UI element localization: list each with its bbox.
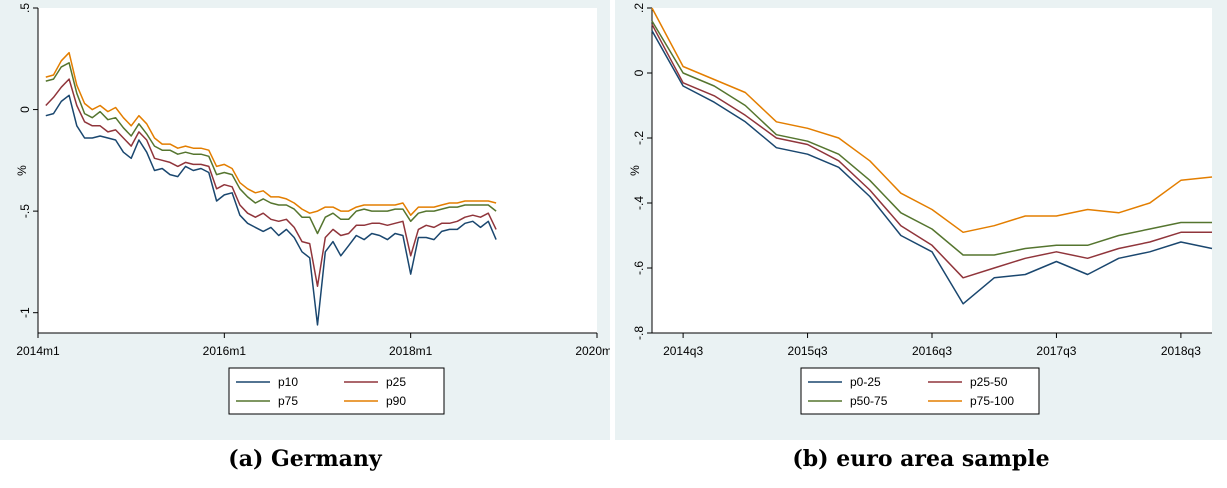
series-line-p50-75 <box>651 20 1212 256</box>
y-axis-label: % <box>628 165 642 176</box>
y-tick-label: -.5 <box>18 204 32 218</box>
y-tick-label: -.2 <box>632 131 646 145</box>
plot-area <box>38 8 597 333</box>
legend-label-p90: p90 <box>386 394 406 408</box>
series-line-p25-50 <box>651 23 1212 279</box>
x-tick-label: 2016q3 <box>912 344 952 358</box>
x-tick-label: 2017q3 <box>1036 344 1076 358</box>
legend-label-p10: p10 <box>278 375 298 389</box>
y-tick-label: -1 <box>18 307 32 318</box>
chart-germany: .5 0 -.5 -1% 2014m1 2016m1 2018m1 2020m1 p10 p25 p… <box>15 3 610 415</box>
legend-label-p75: p75 <box>278 394 298 408</box>
series-line-p10 <box>45 94 497 326</box>
legend-label-p25-50: p25-50 <box>970 375 1008 389</box>
x-tick-label: 2014q3 <box>663 344 703 358</box>
y-axis-label: % <box>15 165 29 176</box>
series-line-p0-25 <box>651 30 1213 305</box>
legend-label-p75-100: p75-100 <box>970 394 1014 408</box>
x-tick-label: 2018q3 <box>1161 344 1201 358</box>
y-tick-label: -.6 <box>632 261 646 275</box>
legend-label-p25: p25 <box>386 375 406 389</box>
legend-box <box>800 367 1040 415</box>
legend-box <box>228 367 445 415</box>
caption-germany: (a) Germany <box>228 446 382 472</box>
x-tick-label: 2014m1 <box>16 344 60 358</box>
series-line-p75 <box>45 62 497 235</box>
caption-euro-area: (b) euro area sample <box>792 446 1050 472</box>
series-line-p25 <box>45 78 497 288</box>
y-tick-label: 0 <box>18 106 32 113</box>
x-tick-label: 2018m1 <box>389 344 433 358</box>
plot-area <box>652 8 1212 333</box>
series-line-p90 <box>45 51 497 216</box>
chart-panel-euro-area: .2 0 -.2 -.4 -.6 -.8% 2014q3 2015q3 2016q3 2017q3… <box>615 0 1227 440</box>
legend-label-p0-25: p0-25 <box>850 375 881 389</box>
x-tick-label: 2020m1 <box>575 344 610 358</box>
x-tick-label: 2015q3 <box>788 344 828 358</box>
y-tick-label: 0 <box>632 69 646 76</box>
chart-panel-germany: .5 0 -.5 -1% 2014m1 2016m1 2018m1 2020m1 p10 p25 p… <box>0 0 610 440</box>
x-tick-label: 2016m1 <box>203 344 247 358</box>
chart-euro-area: .2 0 -.2 -.4 -.6 -.8% 2014q3 2015q3 2016q3 2017q3… <box>628 3 1213 415</box>
legend-label-p50-75: p50-75 <box>850 394 888 408</box>
y-tick-label: -.8 <box>632 326 646 340</box>
series-line-p75-100 <box>651 7 1213 234</box>
y-tick-label: -.4 <box>632 196 646 210</box>
y-tick-label: .5 <box>18 3 32 13</box>
y-tick-label: .2 <box>632 3 646 13</box>
